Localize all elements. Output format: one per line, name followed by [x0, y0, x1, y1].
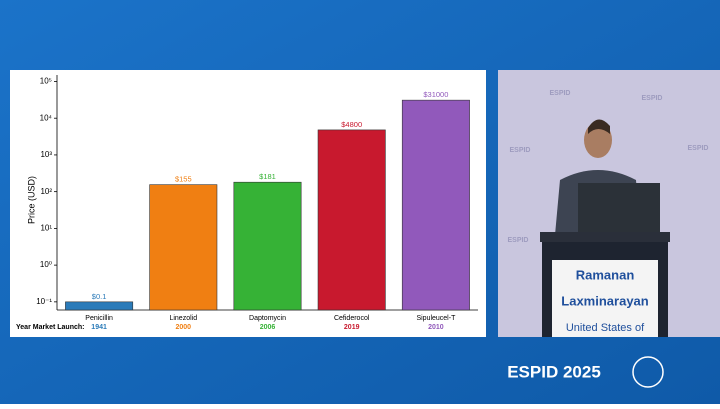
value-label: $155 — [175, 175, 192, 184]
speaker-video: ESPID ESPID ESPID ESPID ESPID Ramanan La… — [498, 70, 720, 337]
speaker-country: United States of — [566, 322, 645, 334]
y-tick-label: 10³ — [40, 150, 52, 159]
bar — [149, 184, 218, 311]
x-tick-label: Penicillin — [85, 315, 113, 322]
event-logo: ESPID 2025 — [507, 362, 601, 381]
year-label: 2006 — [260, 324, 276, 331]
value-label: $0.1 — [92, 292, 107, 301]
backdrop-logo: ESPID — [641, 95, 662, 102]
bar — [317, 129, 386, 311]
y-tick-label: 10² — [40, 187, 52, 196]
x-tick-label: Daptomycin — [249, 315, 286, 322]
y-tick-label: 10⁵ — [40, 77, 52, 86]
y-tick-label: 10¹ — [40, 223, 52, 232]
value-label: $181 — [259, 172, 276, 181]
bar — [401, 99, 470, 311]
event-emblem — [632, 356, 664, 388]
year-label: 2000 — [176, 324, 192, 331]
bar — [65, 301, 134, 311]
x-tick-label: Sipuleucel-T — [416, 315, 456, 322]
y-tick-label: 10⁻¹ — [36, 297, 52, 306]
bar — [233, 181, 302, 311]
value-label: $4800 — [341, 120, 362, 129]
year-label: 1941 — [91, 324, 107, 331]
x-tick-label: Cefiderocol — [334, 315, 370, 322]
value-label: $31000 — [423, 90, 448, 99]
backdrop-logo: ESPID — [507, 237, 528, 244]
year-label: 2010 — [428, 324, 444, 331]
speaker-name: Laxminarayan — [561, 293, 648, 308]
backdrop-logo: ESPID — [687, 145, 708, 152]
y-tick-label: 10⁰ — [40, 260, 52, 269]
years-label: Year Market Launch: — [16, 324, 84, 331]
y-axis-label: Price (USD) — [26, 176, 36, 224]
year-label: 2019 — [344, 324, 360, 331]
backdrop-logo: ESPID — [549, 90, 570, 97]
x-tick-label: Linezolid — [169, 315, 197, 322]
backdrop-logo: ESPID — [509, 147, 530, 154]
y-tick-label: 10⁴ — [40, 113, 53, 122]
speaker-name: Ramanan — [576, 267, 635, 282]
